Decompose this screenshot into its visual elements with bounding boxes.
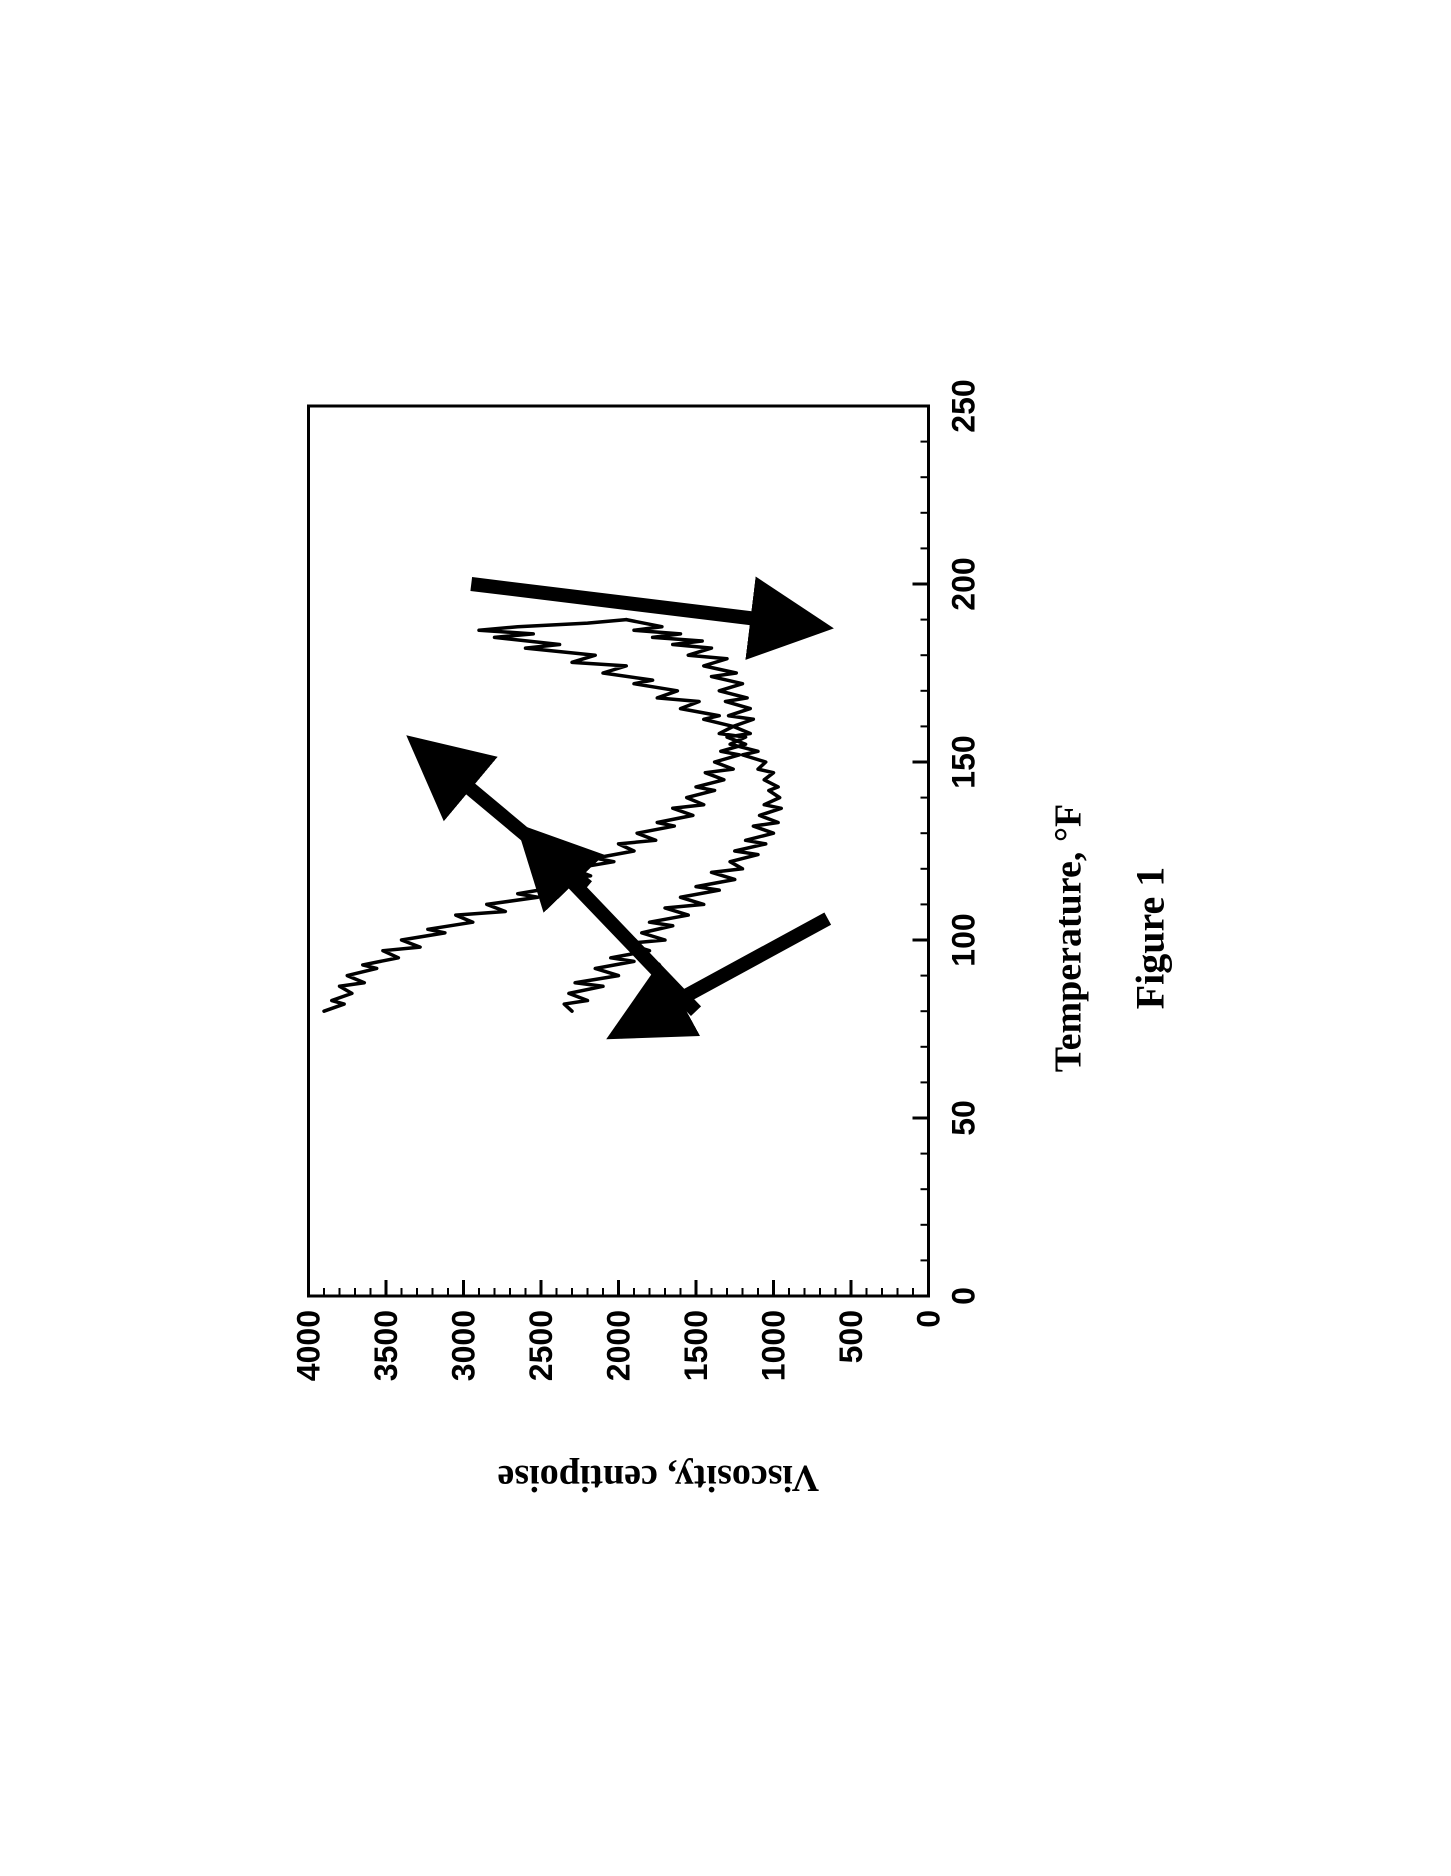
- y-tick-label: 1000: [755, 1310, 791, 1381]
- y-tick-label: 500: [833, 1310, 869, 1363]
- x-tick-label: 250: [945, 379, 981, 432]
- y-tick-label: 1500: [678, 1310, 714, 1381]
- x-tick-label: 100: [945, 913, 981, 966]
- x-tick-label: 0: [945, 1287, 981, 1305]
- x-tick-label: 150: [945, 735, 981, 788]
- y-tick-label: 2000: [600, 1310, 636, 1381]
- y-tick-label: 2500: [523, 1310, 559, 1381]
- y-tick-label: 3000: [445, 1310, 481, 1381]
- y-tick-label: 3500: [368, 1310, 404, 1381]
- x-tick-label: 50: [945, 1100, 981, 1136]
- y-tick-label: 0: [910, 1310, 946, 1328]
- figure-caption: Figure 1: [1126, 867, 1173, 1010]
- viscosity-temperature-chart: 0501001502002500500100015002000250030003…: [278, 376, 1038, 1436]
- y-tick-label: 4000: [290, 1310, 326, 1381]
- x-axis-label: Temperature, °F: [1046, 804, 1090, 1073]
- y-axis-label: Viscosity, centipoise: [497, 1456, 819, 1500]
- figure-1: Viscosity, centipoise 050100150200250050…: [278, 376, 1173, 1500]
- chart-block: Viscosity, centipoise 050100150200250050…: [278, 376, 1038, 1500]
- x-tick-label: 200: [945, 557, 981, 610]
